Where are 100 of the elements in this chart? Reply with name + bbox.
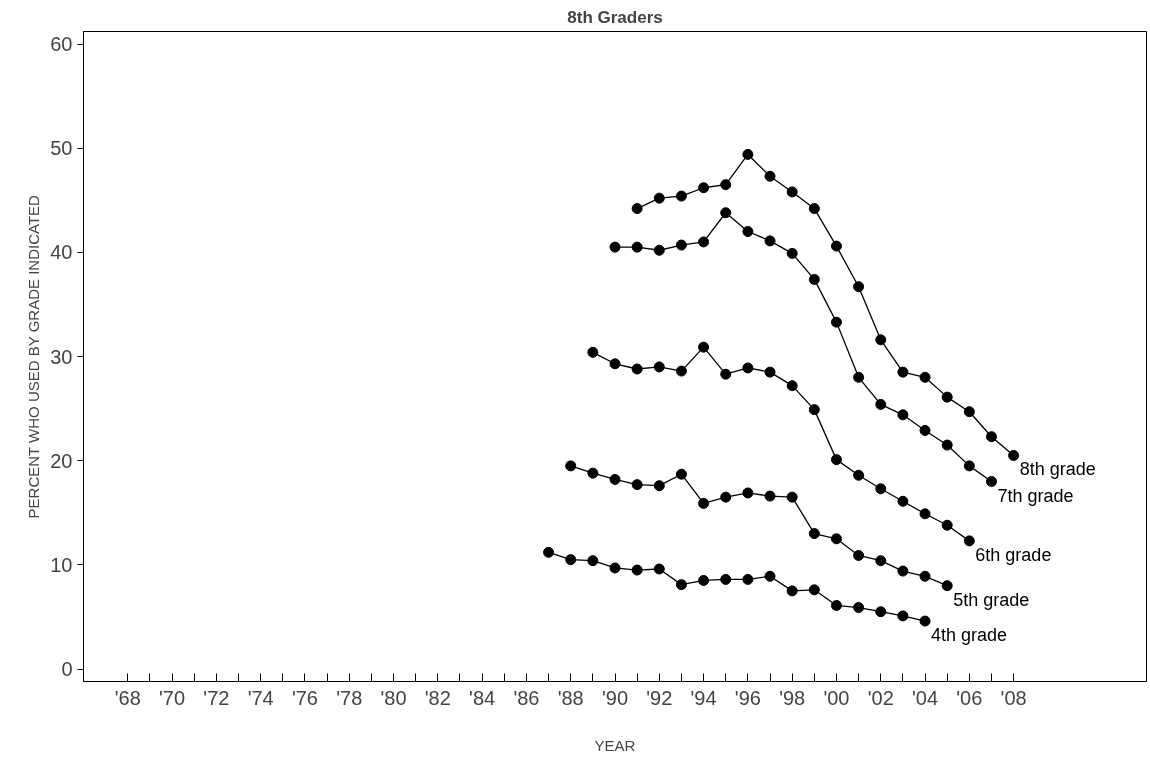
point [720, 368, 732, 380]
point [875, 483, 887, 495]
point [631, 564, 643, 576]
point [653, 361, 665, 373]
point [675, 579, 687, 591]
point [830, 316, 842, 328]
point [698, 497, 710, 509]
x-tick-label: '88 [557, 686, 584, 709]
x-tick-label: '84 [469, 686, 496, 709]
point [786, 247, 798, 259]
x-tick-label: '98 [779, 686, 806, 709]
series-label: 5th grade [953, 589, 1030, 610]
point [609, 473, 621, 485]
x-tick-label: '08 [1000, 686, 1027, 709]
x-axis-title: YEAR [594, 736, 636, 754]
point [808, 404, 820, 416]
point [675, 190, 687, 202]
point [720, 491, 732, 503]
point [897, 495, 909, 507]
point [587, 346, 599, 358]
x-tick-label: '02 [867, 686, 894, 709]
point [653, 480, 665, 492]
point [786, 491, 798, 503]
point [742, 226, 754, 237]
point [853, 549, 865, 561]
point [786, 186, 798, 198]
x-tick-label: '92 [646, 686, 673, 709]
y-tick-label: 10 [50, 553, 73, 576]
point [698, 236, 710, 248]
point [919, 371, 931, 383]
x-tick-label: '68 [114, 686, 141, 709]
series-label: 4th grade [931, 625, 1008, 646]
point [875, 334, 887, 346]
y-tick-label: 30 [50, 345, 73, 368]
point [764, 490, 776, 502]
x-tick-label: '06 [956, 686, 983, 709]
point [720, 207, 732, 219]
point [853, 371, 865, 383]
point [786, 380, 798, 392]
point [830, 454, 842, 466]
point [875, 606, 887, 618]
point [1008, 449, 1020, 461]
point [985, 431, 997, 443]
x-tick-label: '82 [424, 686, 451, 709]
point [653, 244, 665, 256]
x-tick-label: '94 [690, 686, 717, 709]
point [985, 476, 997, 487]
point [830, 240, 842, 252]
series-label: 6th grade [975, 544, 1052, 565]
point [875, 398, 887, 410]
x-tick-label: '74 [247, 686, 274, 709]
x-tick-label: '80 [380, 686, 407, 709]
point [808, 203, 820, 215]
point [631, 241, 643, 253]
point [543, 546, 555, 558]
point [919, 570, 931, 582]
point [653, 563, 665, 575]
point [919, 424, 931, 436]
point [897, 409, 909, 421]
point [587, 555, 599, 567]
series-label: 8th grade [1019, 459, 1096, 480]
point [631, 363, 643, 375]
point [587, 467, 599, 479]
point [919, 508, 931, 520]
point [742, 148, 754, 160]
point [941, 519, 953, 531]
point [941, 439, 953, 451]
series-label: 7th grade [997, 485, 1074, 506]
y-tick-label: 20 [50, 449, 73, 472]
y-tick-label: 50 [50, 137, 73, 160]
point [698, 574, 710, 586]
point [808, 273, 820, 285]
point [853, 469, 865, 481]
x-tick-label: '86 [513, 686, 540, 709]
point [653, 192, 665, 204]
point [609, 241, 621, 253]
point [897, 565, 909, 577]
point [675, 468, 687, 480]
y-axis-title: PERCENT WHO USED BY GRADE INDICATED [25, 194, 43, 519]
point [675, 365, 687, 377]
x-tick-label: '00 [823, 686, 850, 709]
point [609, 358, 621, 370]
chart-title: 8th Graders [567, 7, 663, 27]
point [631, 203, 643, 215]
point [830, 533, 842, 545]
point [764, 366, 776, 378]
point [919, 615, 931, 627]
point [764, 170, 776, 182]
point [764, 570, 776, 582]
point [698, 182, 710, 194]
point [720, 179, 732, 191]
y-tick-label: 60 [50, 33, 73, 55]
point [742, 362, 754, 374]
x-tick-label: '70 [159, 686, 186, 709]
point [808, 584, 820, 596]
point [963, 460, 975, 472]
point [609, 562, 621, 574]
x-tick-label: '96 [734, 686, 761, 709]
point [808, 528, 820, 540]
point [853, 281, 865, 293]
